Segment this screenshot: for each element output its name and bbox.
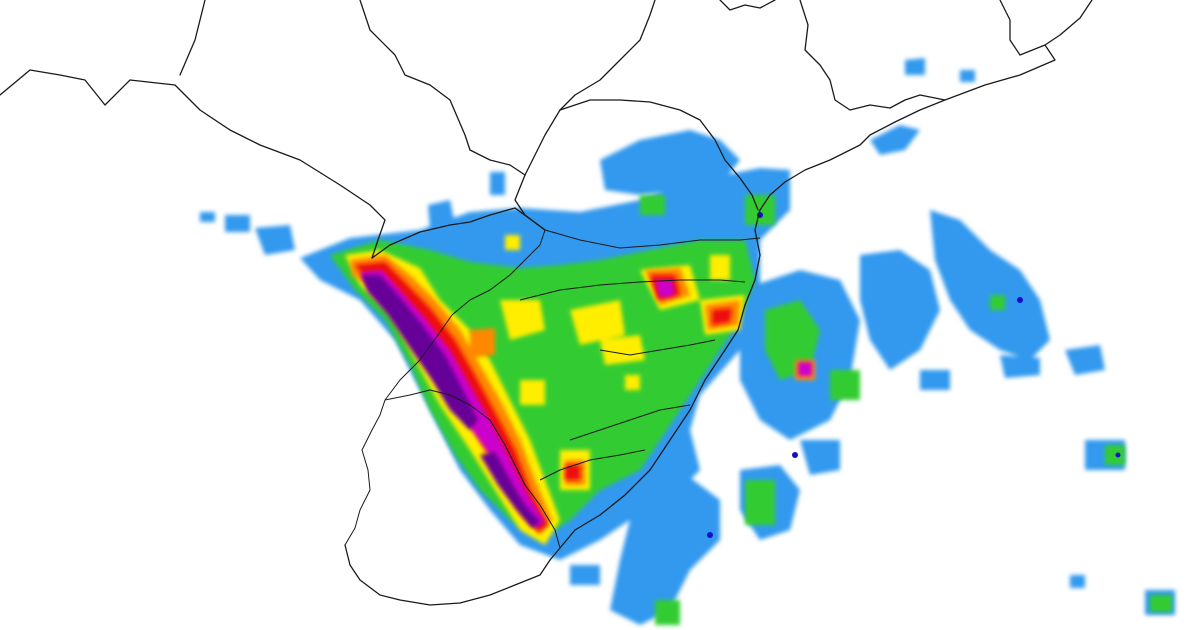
rs-internal-line-2	[599, 339, 716, 356]
uruguay-coastline	[344, 544, 551, 606]
precipitation-overlay	[200, 58, 1175, 625]
argentina-border	[344, 399, 386, 546]
paraguay-border-east	[179, 0, 206, 76]
rs-internal-line-3	[539, 449, 646, 481]
mg-es-border	[999, 0, 1046, 56]
paraguay-argentina-border	[0, 69, 386, 259]
rs-internal-line-1	[569, 404, 691, 441]
mg-rj-border	[799, 0, 891, 111]
argentina-brazil-border	[384, 229, 546, 401]
paraguay-northern	[359, 0, 471, 151]
political-borders	[0, 0, 1093, 606]
sc-pr-border	[544, 229, 761, 249]
argentina-northeast-border	[371, 207, 546, 259]
precip-dark-blue	[707, 212, 1121, 538]
rs-sc-border	[519, 279, 746, 301]
precip-purple	[362, 275, 540, 528]
ms-sp-border	[559, 0, 656, 111]
brazil-coastline	[549, 0, 1093, 561]
uruguay-brazil-border	[384, 389, 561, 549]
sp-mg-border	[719, 0, 776, 11]
rj-sp-border	[889, 94, 946, 109]
